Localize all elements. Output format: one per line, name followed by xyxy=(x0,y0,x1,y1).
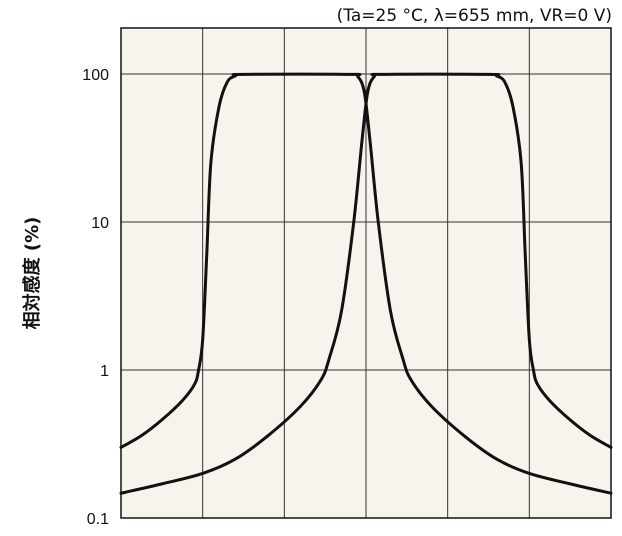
y-axis-label: 相対感度 (%) xyxy=(21,217,43,330)
series-line-1 xyxy=(119,72,613,495)
series-line-2 xyxy=(119,72,613,495)
y-tick-label: 1 xyxy=(100,363,109,380)
condition-text: (Ta=25 °C, λ=655 mm, VR=0 V) xyxy=(337,6,612,26)
series-layer xyxy=(119,72,613,495)
y-tick-label: 100 xyxy=(82,67,109,84)
y-tick-label: 0.1 xyxy=(87,511,109,528)
y-tick-label: 10 xyxy=(91,215,109,232)
y-tick-labels: 100 10 1 0.1 xyxy=(82,67,109,528)
plot-frame xyxy=(120,27,612,519)
